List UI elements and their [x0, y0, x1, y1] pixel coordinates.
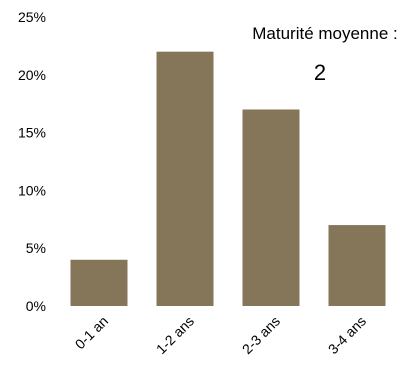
bar [242, 109, 300, 306]
annotation-label: Maturité moyenne : [252, 24, 398, 43]
annotation-value: 2 [314, 60, 326, 85]
y-tick-label: 25% [18, 9, 46, 25]
bar [156, 51, 214, 307]
bar [328, 225, 386, 306]
x-tick-label: 0-1 an [72, 313, 111, 352]
y-tick-label: 10% [18, 182, 46, 198]
x-tick-label: 2-3 ans [239, 313, 283, 357]
y-tick-label: 0% [26, 298, 46, 314]
y-axis-ticks: 0% 5% 10% 15% 20% 25% [18, 9, 46, 314]
y-tick-label: 15% [18, 125, 46, 141]
y-tick-label: 5% [26, 240, 46, 256]
x-tick-label: 3-4 ans [325, 313, 369, 357]
bar [70, 259, 128, 306]
x-tick-label: 1-2 ans [153, 313, 197, 357]
y-tick-label: 20% [18, 67, 46, 83]
x-axis-labels: 0-1 an 1-2 ans 2-3 ans 3-4 ans [72, 313, 369, 357]
bars [70, 51, 386, 307]
